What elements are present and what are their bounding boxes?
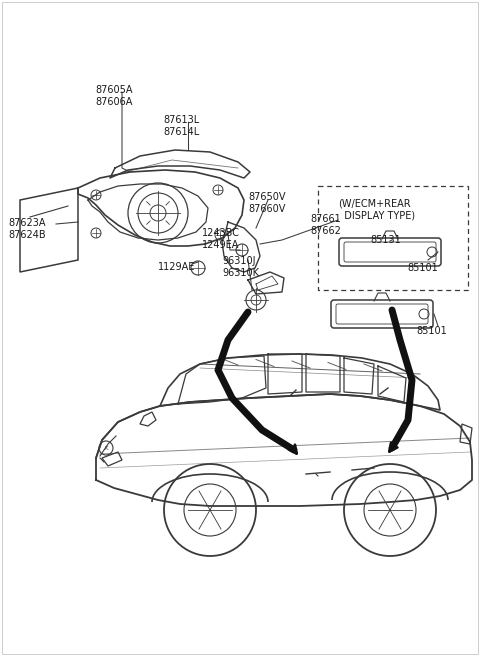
Text: 1129AE: 1129AE bbox=[158, 262, 195, 272]
Text: 87650V
87660V: 87650V 87660V bbox=[248, 192, 286, 215]
Text: 85131: 85131 bbox=[370, 235, 401, 245]
Text: 87661
87662: 87661 87662 bbox=[310, 214, 341, 236]
Text: 87623A
87624B: 87623A 87624B bbox=[8, 218, 46, 240]
Text: 85101: 85101 bbox=[416, 326, 447, 336]
Text: 1243BC
1249EA: 1243BC 1249EA bbox=[202, 228, 240, 251]
Text: 96310J
96310K: 96310J 96310K bbox=[222, 256, 259, 278]
Bar bbox=[318, 186, 468, 290]
Text: K: K bbox=[104, 445, 108, 451]
Text: (W/ECM+REAR
  DISPLAY TYPE): (W/ECM+REAR DISPLAY TYPE) bbox=[338, 198, 415, 220]
Text: 87613L
87614L: 87613L 87614L bbox=[163, 115, 199, 137]
Text: 87605A
87606A: 87605A 87606A bbox=[95, 85, 132, 108]
Text: 85101: 85101 bbox=[407, 263, 438, 273]
